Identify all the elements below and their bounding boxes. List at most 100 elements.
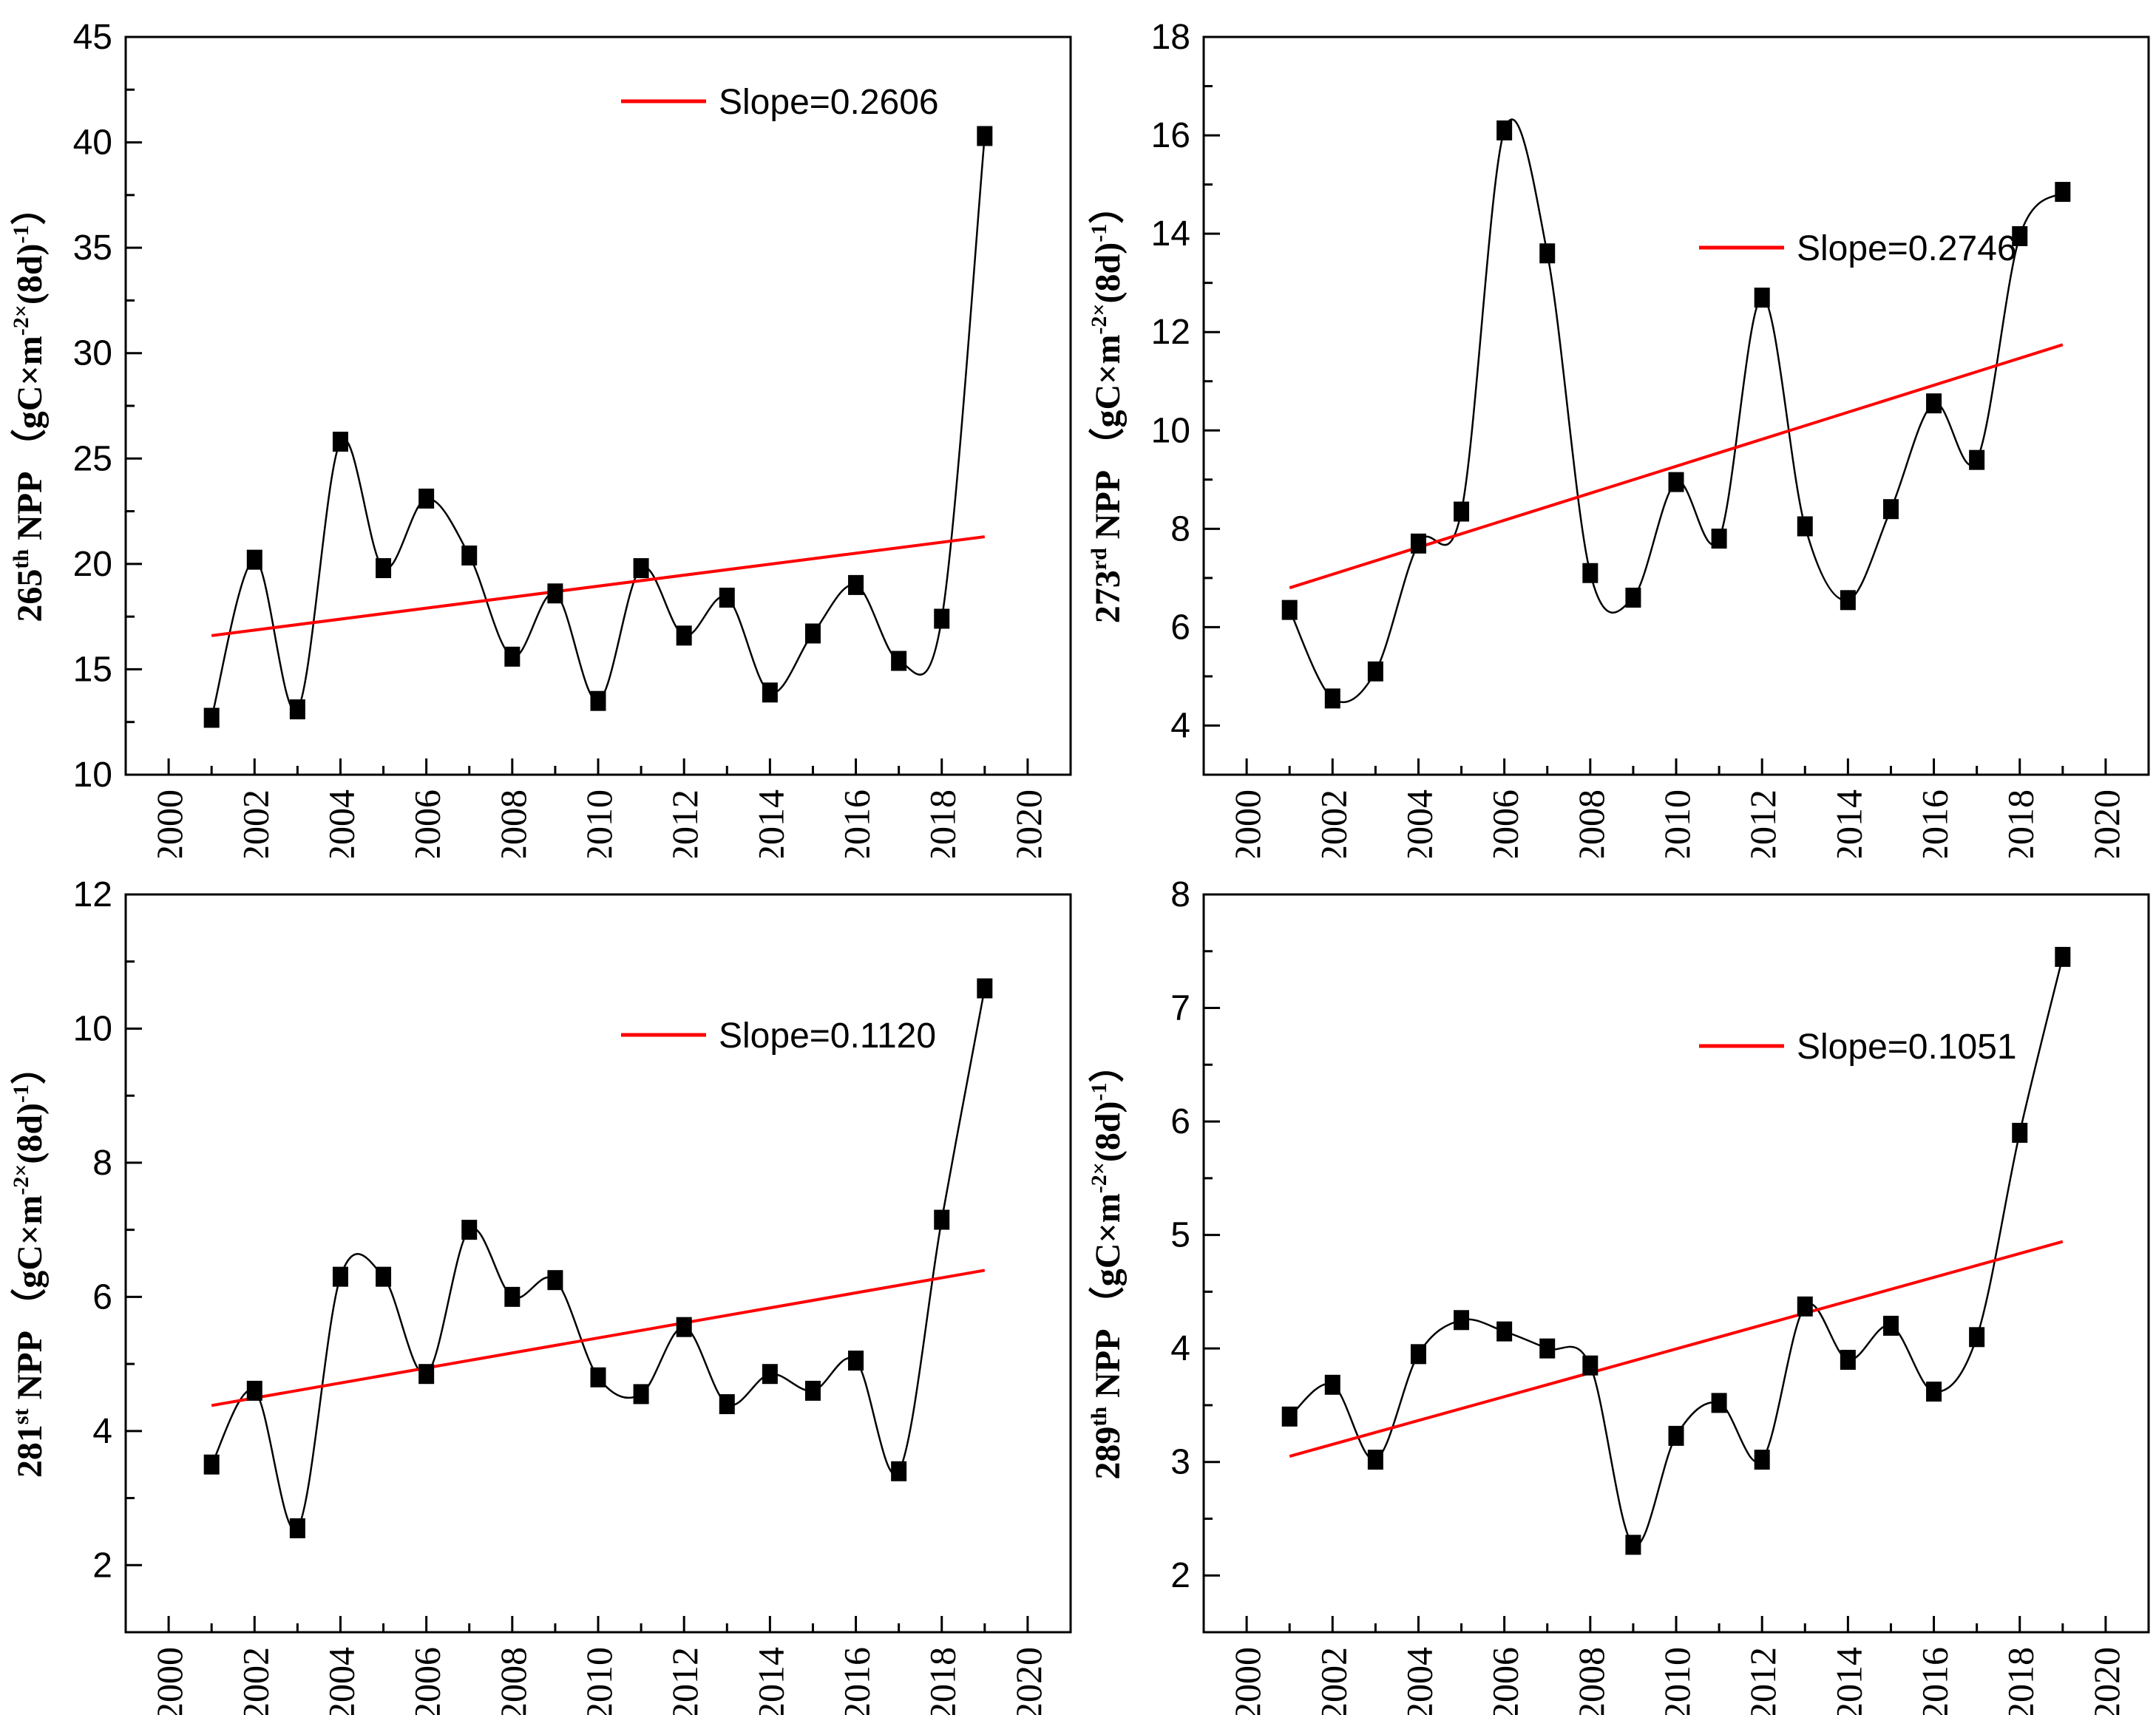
data-point-marker — [977, 978, 993, 999]
data-point-marker — [1454, 1310, 1470, 1331]
x-tick-label: 2008 — [1570, 789, 1612, 858]
data-point-marker — [1410, 533, 1426, 554]
data-point-marker — [1797, 516, 1813, 537]
data-point-marker — [461, 545, 478, 566]
data-point-marker — [332, 431, 348, 452]
data-point-marker — [246, 1380, 262, 1401]
data-point-marker — [1926, 1381, 1942, 1402]
y-tick-label: 10 — [73, 1009, 112, 1048]
x-tick-label: 2010 — [578, 789, 620, 858]
data-point-marker — [1668, 472, 1684, 492]
data-point-marker — [418, 1364, 435, 1385]
x-tick-label: 2006 — [407, 789, 448, 858]
chart-273rd-npp: 4 6 8 10 12 14 16 18 2000 2002 2004 2006 2008 2010 201… — [1087, 18, 2150, 858]
data-point-marker — [633, 1384, 649, 1405]
trend-line — [211, 535, 986, 637]
y-tick-label: 14 — [1151, 214, 1190, 254]
y-tick-label: 40 — [73, 123, 112, 163]
data-point-marker — [1969, 449, 1985, 470]
x-tick-label: 2002 — [234, 1647, 276, 1715]
y-tick-label: 45 — [73, 18, 112, 57]
data-point-marker — [1582, 1355, 1599, 1376]
data-point-marker — [590, 690, 606, 711]
x-tick-label: 2006 — [1485, 1647, 1526, 1715]
y-tick-label: 10 — [1151, 411, 1190, 450]
data-point-marker — [1754, 1450, 1770, 1470]
data-point-marker — [891, 1461, 907, 1481]
data-point-marker — [1840, 590, 1856, 611]
plot-frame — [124, 893, 1072, 1634]
data-point-marker — [289, 1518, 305, 1538]
data-point-marker — [1882, 1315, 1899, 1336]
y-tick-label: 15 — [73, 650, 112, 689]
data-point-marker — [2055, 946, 2071, 967]
y-axis-title: 265th NPP （gC×m-2×(8d)-1） — [9, 189, 50, 622]
plot-frame — [124, 35, 1072, 776]
data-point-marker — [1840, 1350, 1856, 1371]
data-point-marker — [848, 574, 864, 595]
data-point-marker — [676, 625, 692, 646]
x-tick-label: 2012 — [1742, 1647, 1783, 1715]
x-tick-label: 2016 — [1914, 1647, 1956, 1715]
x-tick-label: 2000 — [149, 789, 190, 858]
data-point-marker — [203, 707, 220, 728]
data-point-marker — [1539, 1338, 1556, 1359]
data-point-marker — [1926, 393, 1942, 414]
data-point-marker — [547, 583, 563, 604]
data-point-marker — [762, 682, 778, 703]
x-tick-label: 2000 — [1227, 789, 1268, 858]
data-point-marker — [1367, 661, 1383, 682]
x-tick-label: 2014 — [750, 789, 791, 858]
y-tick-label: 3 — [1170, 1443, 1190, 1482]
y-tick-label: 8 — [1170, 875, 1190, 914]
npp-series-line — [1289, 118, 2064, 703]
legend-slope-label: Slope=0.2606 — [719, 83, 939, 122]
data-point-marker — [504, 646, 521, 667]
y-tick-label: 4 — [1170, 1329, 1190, 1368]
legend-slope-label: Slope=0.2746 — [1797, 229, 2017, 268]
y-tick-label: 35 — [73, 228, 112, 268]
x-tick-label: 2006 — [407, 1647, 448, 1715]
data-point-marker — [934, 1209, 950, 1230]
data-point-marker — [977, 126, 993, 146]
data-point-marker — [891, 651, 907, 671]
data-point-marker — [804, 623, 821, 644]
data-point-marker — [1668, 1425, 1684, 1446]
x-tick-label: 2000 — [149, 1647, 190, 1715]
data-point-marker — [2012, 225, 2028, 246]
data-point-marker — [1281, 1406, 1298, 1427]
x-tick-label: 2008 — [1570, 1647, 1612, 1715]
data-point-marker — [762, 1364, 778, 1385]
plot-frame — [1202, 35, 2150, 776]
data-point-marker — [1367, 1450, 1383, 1470]
data-point-marker — [2012, 1122, 2028, 1143]
x-tick-label: 2012 — [1742, 789, 1783, 858]
data-point-marker — [332, 1266, 348, 1287]
y-tick-label: 6 — [1170, 608, 1190, 647]
data-point-marker — [461, 1220, 478, 1240]
x-tick-label: 2002 — [234, 789, 276, 858]
y-tick-label: 4 — [1170, 706, 1190, 745]
y-tick-label: 20 — [73, 545, 112, 584]
chart-panel-289th-npp: 2 3 4 5 6 7 8 2000 2002 2004 2006 2008 2010 2012 2014 2… — [1078, 858, 2156, 1715]
data-point-marker — [676, 1317, 692, 1337]
data-point-marker — [1797, 1296, 1813, 1317]
x-tick-label: 2004 — [1398, 1647, 1440, 1715]
x-tick-label: 2008 — [492, 1647, 534, 1715]
y-tick-label: 8 — [1170, 509, 1190, 549]
data-point-marker — [934, 608, 950, 629]
x-tick-label: 2012 — [664, 789, 705, 858]
data-point-marker — [246, 549, 262, 570]
y-tick-label: 12 — [1151, 313, 1190, 352]
x-tick-label: 2016 — [836, 789, 878, 858]
x-tick-label: 2014 — [1828, 789, 1869, 858]
data-point-marker — [1711, 1393, 1727, 1413]
y-tick-label: 6 — [1170, 1102, 1190, 1141]
x-tick-label: 2018 — [2000, 789, 2041, 858]
data-point-marker — [2055, 182, 2071, 203]
x-tick-label: 2000 — [1227, 1647, 1268, 1715]
x-tick-label: 2016 — [1914, 789, 1956, 858]
x-tick-label: 2010 — [578, 1647, 620, 1715]
data-point-marker — [804, 1380, 821, 1401]
y-tick-label: 2 — [1170, 1556, 1190, 1595]
